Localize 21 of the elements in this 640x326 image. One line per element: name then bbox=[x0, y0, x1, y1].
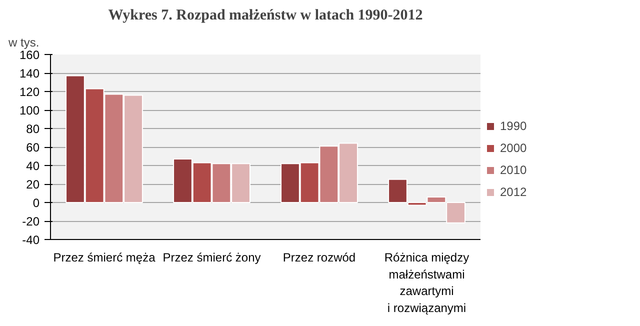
y-tick-label: 160 bbox=[19, 48, 40, 62]
x-tick-label: Przez rozwód bbox=[282, 250, 356, 264]
y-tick-label: 120 bbox=[19, 85, 40, 99]
legend-label: 1990 bbox=[500, 119, 527, 133]
y-tick-label: 140 bbox=[19, 66, 40, 80]
y-tick-label: -20 bbox=[22, 214, 40, 228]
y-tick-label: 100 bbox=[19, 104, 40, 118]
y-tick-label: 40 bbox=[26, 159, 40, 173]
chart-title: Wykres 7. Rozpad małżeństw w latach 1990-2012 bbox=[108, 8, 423, 24]
x-tick-label: Przez śmierć żony bbox=[162, 250, 261, 264]
y-tick-label: 80 bbox=[26, 122, 40, 136]
legend-label: 2010 bbox=[500, 163, 527, 177]
legend-label: 2000 bbox=[500, 141, 527, 155]
x-tick-label: Przez śmierć męża bbox=[53, 250, 156, 264]
y-tick-label: 20 bbox=[26, 178, 40, 192]
y-axis-title: w tys. bbox=[8, 36, 40, 50]
y-tick-label: 60 bbox=[26, 140, 40, 154]
y-tick-label: 0 bbox=[32, 196, 40, 210]
legend-label: 2012 bbox=[500, 185, 527, 199]
y-tick-label: -40 bbox=[22, 233, 40, 247]
x-tick-label: Różnica między małżeństwami zawartymi i rozwiązanymi bbox=[384, 250, 470, 315]
